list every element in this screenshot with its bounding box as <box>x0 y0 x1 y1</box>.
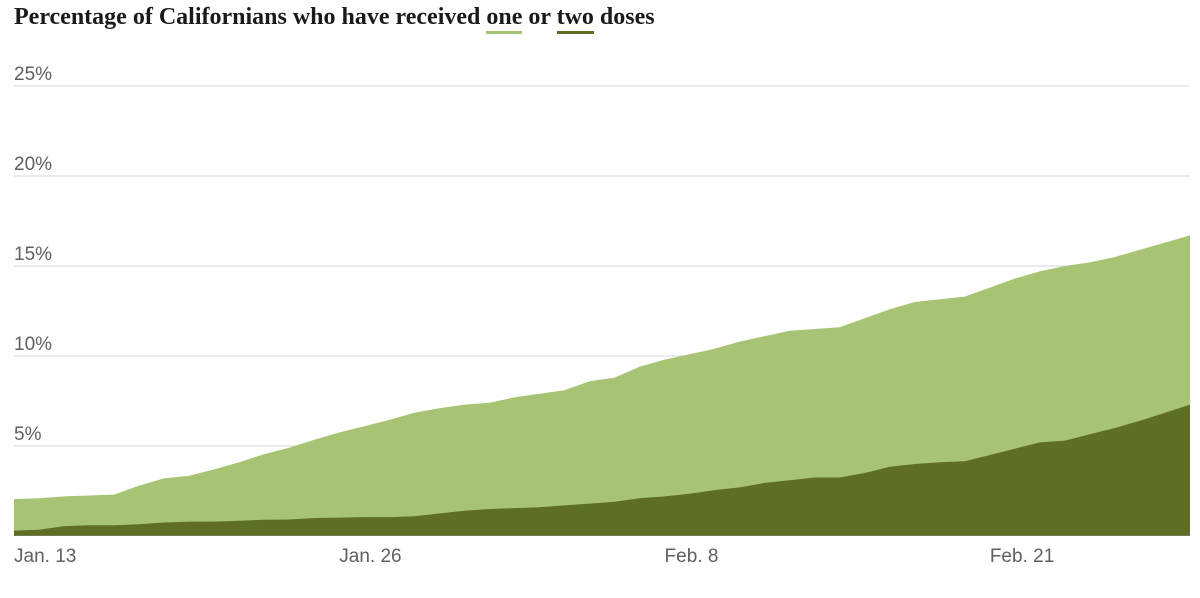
chart-container: Percentage of Californians who have rece… <box>0 0 1200 598</box>
y-axis-label: 15% <box>14 244 52 266</box>
title-segment: doses <box>594 4 655 30</box>
legend-one-underline: one <box>486 4 522 34</box>
legend-two-underline: two <box>557 4 594 34</box>
chart-plot <box>14 68 1190 536</box>
title-segment: Percentage of Californians who have rece… <box>14 4 486 30</box>
y-axis-label: 10% <box>14 334 52 356</box>
x-axis-label: Feb. 21 <box>990 546 1054 568</box>
chart-svg <box>14 68 1190 536</box>
y-axis-label: 20% <box>14 154 52 176</box>
x-axis-label: Jan. 13 <box>14 546 76 568</box>
x-axis-label: Jan. 26 <box>339 546 401 568</box>
chart-title: Percentage of Californians who have rece… <box>14 4 655 31</box>
y-axis-label: 25% <box>14 64 52 86</box>
y-axis-label: 5% <box>14 424 41 446</box>
title-segment: or <box>522 4 556 30</box>
x-axis-label: Feb. 8 <box>665 546 719 568</box>
